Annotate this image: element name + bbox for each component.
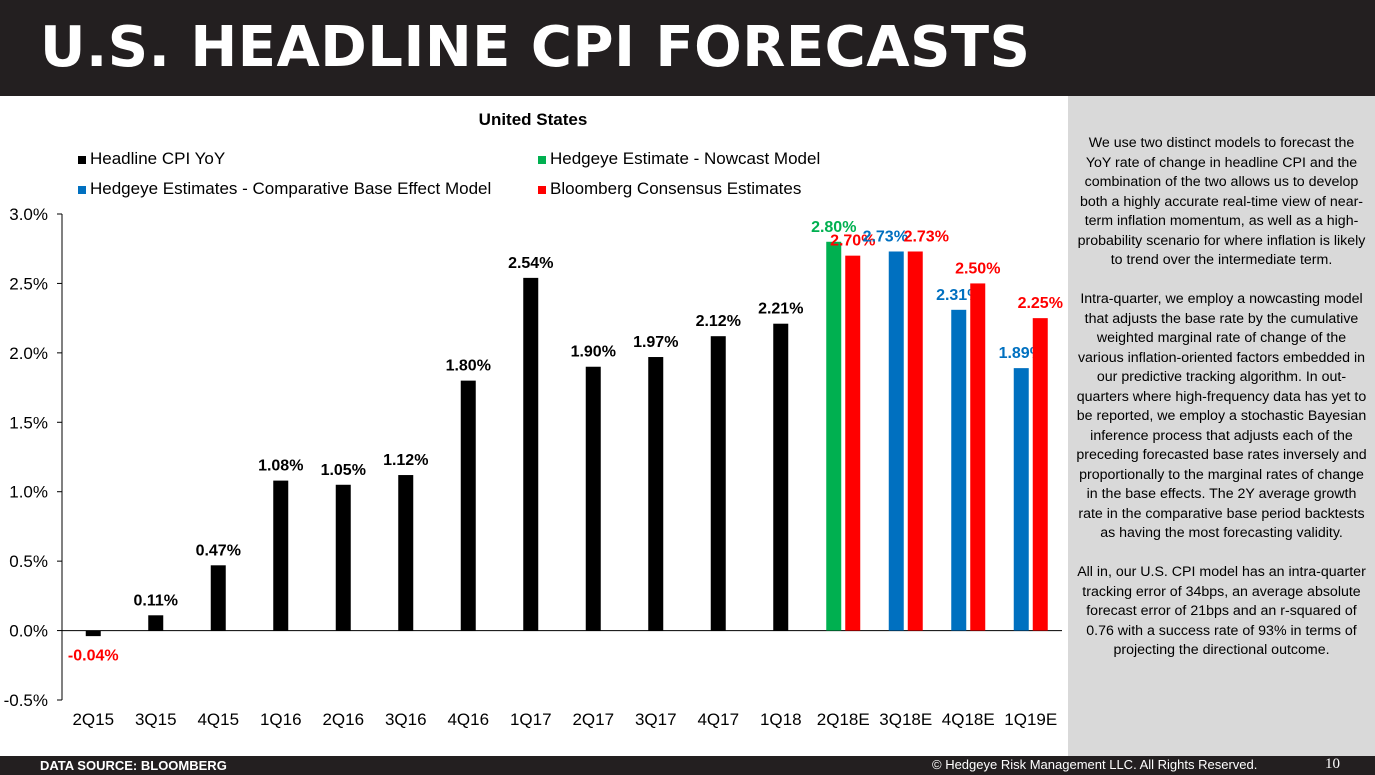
x-tick-label: 2Q15	[72, 710, 114, 729]
consensus-bar	[845, 255, 861, 631]
commentary-paragraph-1: We use two distinct models to forecast t…	[1077, 135, 1366, 268]
x-tick-label: 3Q17	[635, 710, 677, 729]
headline-cpi-bar	[273, 480, 289, 631]
headline-cpi-bar	[773, 323, 789, 631]
consensus-data-label: 2.50%	[955, 260, 1000, 277]
legend-swatch-4	[538, 186, 546, 194]
consensus-bar	[907, 251, 923, 631]
commentary-paragraph-2: Intra-quarter, we employ a nowcasting mo…	[1076, 291, 1367, 541]
y-tick-label: 0.0%	[9, 622, 48, 641]
headline-cpi-data-label: 2.54%	[508, 255, 553, 272]
headline-cpi-data-label: 2.12%	[696, 313, 741, 330]
base-effect-bar	[888, 251, 904, 631]
headline-cpi-data-label: 1.08%	[258, 458, 303, 475]
x-tick-label: 1Q17	[510, 710, 552, 729]
data-source: DATA SOURCE: BLOOMBERG	[40, 758, 227, 773]
headline-cpi-data-label: 0.11%	[134, 592, 178, 609]
commentary-paragraph-3: All in, our U.S. CPI model has an intra-…	[1077, 564, 1366, 658]
headline-cpi-data-label: 0.47%	[196, 542, 241, 559]
headline-cpi-data-label: -0.04%	[68, 648, 119, 665]
legend-label-1: Headline CPI YoY	[90, 149, 225, 168]
headline-cpi-data-label: 2.21%	[758, 301, 803, 318]
consensus-bar	[1032, 318, 1048, 631]
y-tick-label: 0.5%	[9, 552, 48, 571]
headline-cpi-bar	[585, 366, 601, 631]
page-number: 10	[1325, 756, 1340, 772]
y-tick-label: 3.0%	[9, 205, 48, 224]
headline-cpi-data-label: 1.90%	[571, 344, 616, 361]
copyright-notice: © Hedgeye Risk Management LLC. All Right…	[932, 757, 1258, 772]
base-effect-data-label: 2.31%	[936, 287, 981, 304]
x-tick-label: 1Q18	[760, 710, 802, 729]
nowcast-bar	[826, 241, 842, 631]
x-tick-label: 3Q16	[385, 710, 427, 729]
nowcast-data-label: 2.80%	[811, 219, 856, 236]
y-tick-label: 1.0%	[9, 483, 48, 502]
slide-title: U.S. HEADLINE CPI FORECASTS	[40, 15, 1031, 80]
base-effect-bar	[951, 309, 967, 631]
y-tick-label: -0.5%	[4, 691, 48, 710]
headline-cpi-data-label: 1.97%	[633, 334, 678, 351]
legend-swatch-1	[78, 156, 86, 164]
legend-swatch-3	[78, 186, 86, 194]
headline-cpi-bar	[523, 277, 539, 631]
headline-cpi-bar	[710, 336, 726, 631]
base-effect-data-label: 2.73%	[863, 228, 908, 245]
headline-cpi-bar	[85, 630, 101, 637]
headline-cpi-bar	[648, 357, 664, 631]
headline-cpi-bar	[398, 475, 414, 631]
headline-cpi-data-label: 1.12%	[383, 452, 428, 469]
x-tick-label: 4Q18E	[942, 710, 995, 729]
cpi-bar-chart: United States Headline CPI YoY Hedgeye Est…	[4, 110, 1063, 729]
y-tick-label: 2.0%	[9, 344, 48, 363]
x-tick-label: 4Q17	[697, 710, 739, 729]
headline-cpi-data-label: 1.80%	[446, 358, 491, 375]
commentary-panel: We use two distinct models to forecast t…	[1068, 96, 1375, 756]
x-tick-label: 2Q18E	[817, 710, 870, 729]
legend-label-4: Bloomberg Consensus Estimates	[550, 179, 801, 198]
headline-cpi-bar	[460, 380, 476, 631]
x-tick-label: 3Q18E	[879, 710, 932, 729]
consensus-bar	[970, 283, 986, 631]
x-tick-label: 1Q19E	[1004, 710, 1057, 729]
base-effect-data-label: 1.89%	[999, 345, 1044, 362]
x-tick-label: 1Q16	[260, 710, 302, 729]
x-tick-label: 4Q15	[197, 710, 239, 729]
chart-title: United States	[479, 110, 588, 129]
y-tick-label: 1.5%	[9, 413, 48, 432]
legend-label-2: Hedgeye Estimate - Nowcast Model	[550, 149, 820, 168]
x-tick-label: 2Q16	[322, 710, 364, 729]
legend-label-3: Hedgeye Estimates - Comparative Base Eff…	[90, 179, 491, 198]
headline-cpi-bar	[335, 484, 351, 631]
consensus-data-label: 2.25%	[1018, 295, 1063, 312]
slide-header: U.S. HEADLINE CPI FORECASTS	[0, 0, 1375, 96]
headline-cpi-data-label: 1.05%	[321, 462, 366, 479]
consensus-data-label: 2.73%	[904, 228, 949, 245]
consensus-data-label: 2.70%	[830, 233, 875, 250]
headline-cpi-bar	[210, 565, 226, 631]
slide-footer: DATA SOURCE: BLOOMBERG © Hedgeye Risk Ma…	[0, 756, 1375, 775]
x-tick-label: 3Q15	[135, 710, 177, 729]
headline-cpi-bar	[148, 615, 164, 631]
y-tick-label: 2.5%	[9, 274, 48, 293]
base-effect-bar	[1013, 368, 1029, 631]
legend-swatch-2	[538, 156, 546, 164]
x-tick-label: 2Q17	[572, 710, 614, 729]
x-tick-label: 4Q16	[447, 710, 489, 729]
